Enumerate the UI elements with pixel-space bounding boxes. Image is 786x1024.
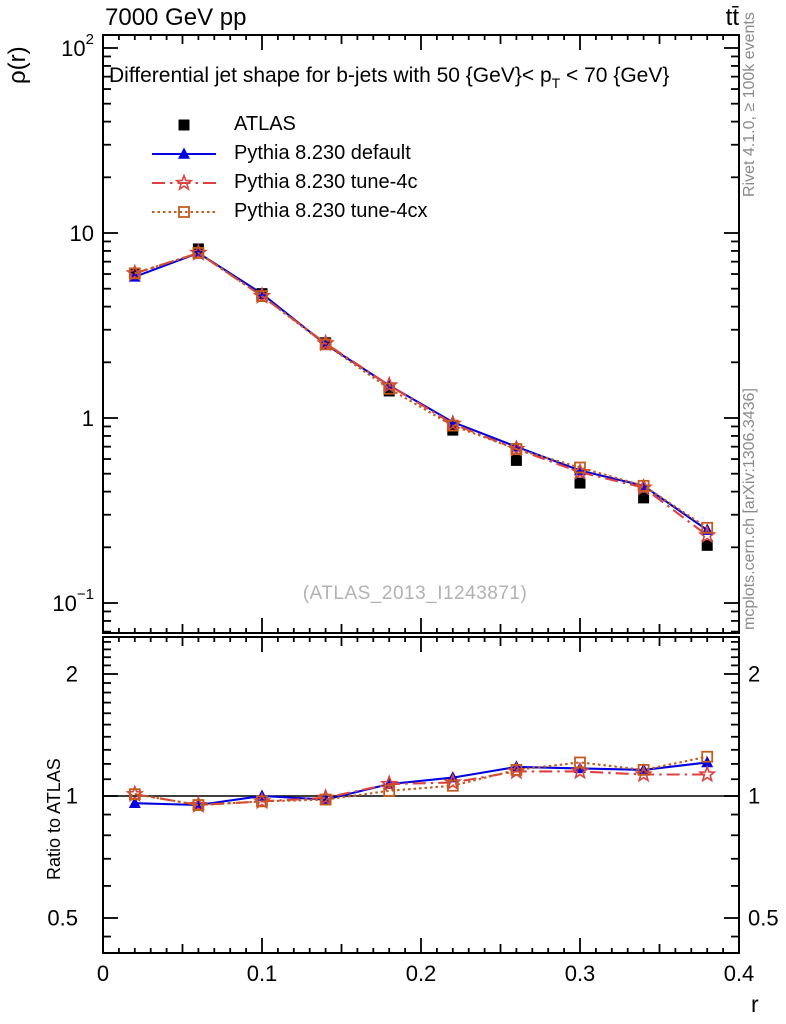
open-star-icon bbox=[152, 172, 216, 191]
filled-triangle-up-icon bbox=[152, 147, 216, 159]
plot-title-subscript: T bbox=[551, 75, 561, 88]
plot-title: Differential jet shape for b-jets with 5… bbox=[109, 64, 737, 88]
svg-text:0.3: 0.3 bbox=[565, 961, 596, 986]
plot-title-text-end: < 70 {GeV} bbox=[560, 64, 670, 87]
svg-text:1: 1 bbox=[66, 784, 78, 809]
svg-text:2: 2 bbox=[66, 661, 78, 686]
ratio-axis-title: Ratio to ATLAS bbox=[44, 758, 64, 880]
svg-text:0: 0 bbox=[97, 961, 109, 986]
legend: ATLAS Pythia 8.230 default Pythia 8.230 tu… bbox=[148, 110, 427, 226]
svg-text:0.2: 0.2 bbox=[406, 961, 437, 986]
svg-text:0.1: 0.1 bbox=[247, 961, 278, 986]
svg-text:2: 2 bbox=[748, 661, 760, 686]
svg-text:1: 1 bbox=[82, 406, 94, 431]
svg-text:0.5: 0.5 bbox=[47, 906, 78, 931]
svg-text:10: 10 bbox=[70, 221, 94, 246]
x-axis-title: r bbox=[751, 991, 759, 1017]
legend-item: Pythia 8.230 default bbox=[148, 139, 427, 168]
legend-label: Pythia 8.230 tune-4c bbox=[234, 171, 418, 193]
legend-label: ATLAS bbox=[234, 113, 296, 135]
open-square-icon bbox=[152, 205, 216, 218]
svg-text:0.4: 0.4 bbox=[724, 961, 755, 986]
process-label: tt̄ bbox=[725, 4, 739, 31]
rivet-version-label: Rivet 4.1.0, ≥ 100k events bbox=[741, 12, 758, 197]
filled-square-icon bbox=[178, 119, 190, 130]
svg-text:10−1: 10−1 bbox=[52, 586, 94, 616]
y-axis-title: ρ(r) bbox=[4, 46, 31, 84]
svg-text:102: 102 bbox=[61, 31, 94, 61]
mcplots-credit-label: mcplots.cern.ch [arXiv:1306.3436] bbox=[741, 388, 758, 630]
legend-label: Pythia 8.230 tune-4cx bbox=[234, 200, 428, 222]
svg-text:0.5: 0.5 bbox=[748, 906, 779, 931]
beam-energy-label: 7000 GeV pp bbox=[105, 4, 247, 31]
legend-item: ATLAS bbox=[148, 110, 427, 139]
legend-item: Pythia 8.230 tune-4c bbox=[148, 168, 427, 197]
legend-item: Pythia 8.230 tune-4cx bbox=[148, 197, 427, 226]
svg-text:1: 1 bbox=[748, 784, 760, 809]
legend-label: Pythia 8.230 default bbox=[234, 142, 411, 164]
plot-title-text: Differential jet shape for b-jets with 5… bbox=[109, 64, 552, 87]
analysis-id-watermark: (ATLAS_2013_I1243871) bbox=[302, 583, 528, 604]
